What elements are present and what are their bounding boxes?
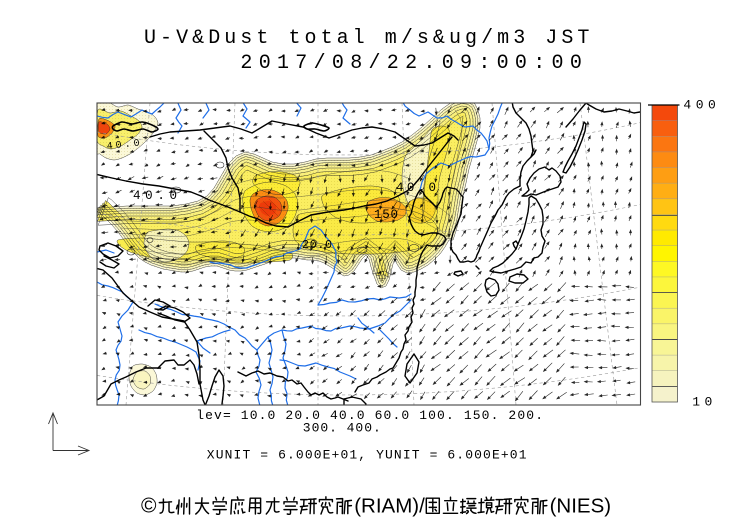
svg-text:300. 400.: 300. 400. [303,421,382,436]
svg-text:U-V&Dust total m/s&ug/m3 JST: U-V&Dust total m/s&ug/m3 JST [144,27,593,50]
svg-text:20.0: 20.0 [302,239,332,252]
svg-text:(RIAM)/: (RIAM)/ [354,495,425,518]
svg-text:©: © [141,495,157,518]
svg-text:(NIES): (NIES) [550,495,612,518]
svg-text:150: 150 [374,208,398,222]
svg-text:2017/08/22.09:00:00: 2017/08/22.09:00:00 [240,52,588,75]
svg-text:10: 10 [692,395,717,410]
svg-text:400: 400 [683,98,720,113]
svg-text:lev= 10.0 20.0 40.0 60.0 100.: lev= 10.0 20.0 40.0 60.0 100. 150. 200. [196,408,544,423]
svg-text:XUNIT = 6.000E+01, YUNIT = 6.0: XUNIT = 6.000E+01, YUNIT = 6.000E+01 [207,447,528,462]
